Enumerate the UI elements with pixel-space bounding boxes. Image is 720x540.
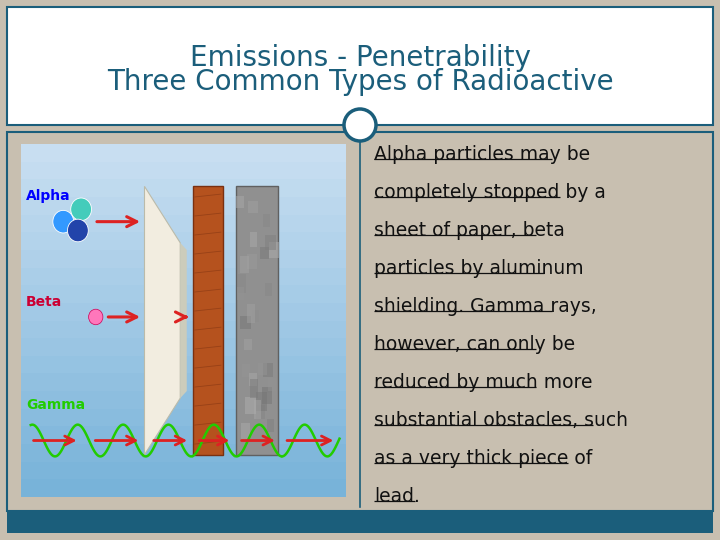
FancyBboxPatch shape: [21, 373, 346, 391]
Text: lead.: lead.: [374, 487, 420, 506]
Polygon shape: [145, 186, 180, 455]
Text: shielding. Gamma rays,: shielding. Gamma rays,: [374, 297, 597, 316]
FancyBboxPatch shape: [21, 285, 346, 303]
FancyBboxPatch shape: [21, 232, 346, 250]
FancyBboxPatch shape: [21, 338, 346, 356]
FancyBboxPatch shape: [263, 214, 270, 227]
FancyBboxPatch shape: [265, 283, 271, 296]
Text: Alpha: Alpha: [26, 190, 71, 204]
Text: however, can only be: however, can only be: [374, 335, 575, 354]
FancyBboxPatch shape: [262, 393, 271, 404]
FancyBboxPatch shape: [236, 196, 244, 208]
FancyBboxPatch shape: [249, 373, 257, 386]
FancyBboxPatch shape: [7, 7, 713, 125]
FancyBboxPatch shape: [250, 232, 256, 247]
Text: Three Common Types of Radioactive: Three Common Types of Radioactive: [107, 68, 613, 96]
FancyBboxPatch shape: [242, 364, 251, 377]
FancyBboxPatch shape: [21, 267, 346, 285]
FancyBboxPatch shape: [21, 461, 346, 480]
FancyBboxPatch shape: [21, 355, 346, 374]
FancyBboxPatch shape: [244, 339, 251, 350]
FancyBboxPatch shape: [21, 214, 346, 232]
FancyBboxPatch shape: [263, 363, 273, 377]
FancyBboxPatch shape: [21, 426, 346, 444]
FancyBboxPatch shape: [262, 387, 272, 404]
FancyBboxPatch shape: [269, 377, 276, 390]
Circle shape: [71, 198, 91, 221]
Text: as a very thick piece of: as a very thick piece of: [374, 449, 593, 468]
FancyBboxPatch shape: [235, 186, 278, 455]
FancyBboxPatch shape: [7, 132, 713, 511]
FancyBboxPatch shape: [21, 249, 346, 267]
FancyBboxPatch shape: [237, 274, 246, 293]
FancyBboxPatch shape: [258, 363, 267, 375]
FancyBboxPatch shape: [267, 418, 274, 432]
FancyBboxPatch shape: [256, 392, 267, 411]
FancyBboxPatch shape: [248, 201, 258, 213]
FancyBboxPatch shape: [21, 161, 346, 179]
FancyBboxPatch shape: [237, 287, 243, 300]
Text: Emissions - Penetrability: Emissions - Penetrability: [189, 44, 531, 72]
Text: reduced by much more: reduced by much more: [374, 373, 593, 392]
FancyBboxPatch shape: [246, 254, 258, 269]
FancyBboxPatch shape: [21, 320, 346, 338]
FancyBboxPatch shape: [21, 478, 346, 497]
FancyBboxPatch shape: [265, 235, 276, 251]
Text: particles by aluminum: particles by aluminum: [374, 259, 584, 278]
FancyBboxPatch shape: [246, 303, 255, 323]
FancyBboxPatch shape: [193, 186, 222, 455]
Text: substantial obstacles, such: substantial obstacles, such: [374, 411, 628, 430]
FancyBboxPatch shape: [240, 423, 251, 440]
Text: Alpha particles may be: Alpha particles may be: [374, 145, 590, 164]
Circle shape: [53, 211, 73, 233]
Circle shape: [344, 109, 376, 141]
FancyBboxPatch shape: [269, 242, 279, 258]
FancyBboxPatch shape: [21, 408, 346, 427]
FancyBboxPatch shape: [7, 511, 713, 533]
FancyBboxPatch shape: [240, 316, 251, 329]
FancyBboxPatch shape: [21, 390, 346, 409]
FancyBboxPatch shape: [261, 247, 269, 259]
FancyBboxPatch shape: [250, 379, 258, 398]
FancyBboxPatch shape: [21, 302, 346, 321]
Circle shape: [68, 219, 89, 242]
FancyBboxPatch shape: [246, 397, 256, 414]
Text: Beta: Beta: [26, 295, 62, 309]
FancyBboxPatch shape: [254, 400, 261, 419]
FancyBboxPatch shape: [21, 143, 346, 161]
FancyBboxPatch shape: [252, 310, 259, 322]
FancyBboxPatch shape: [256, 404, 265, 419]
Polygon shape: [180, 243, 186, 398]
Text: completely stopped by a: completely stopped by a: [374, 183, 606, 202]
Text: Gamma: Gamma: [26, 398, 85, 411]
FancyBboxPatch shape: [21, 443, 346, 462]
FancyBboxPatch shape: [21, 196, 346, 214]
Text: sheet of paper, beta: sheet of paper, beta: [374, 221, 565, 240]
FancyBboxPatch shape: [240, 256, 249, 273]
Circle shape: [89, 309, 103, 325]
FancyBboxPatch shape: [21, 179, 346, 197]
